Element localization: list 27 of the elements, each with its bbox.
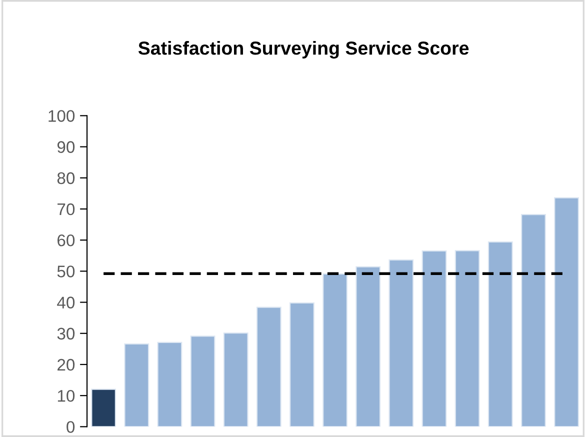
bar	[290, 302, 314, 427]
y-tick-label: 50	[57, 266, 75, 278]
bar	[91, 388, 116, 427]
bar	[554, 197, 579, 427]
y-tick-label: 90	[57, 141, 75, 153]
y-tick-label: 70	[58, 203, 75, 216]
y-tick-label: 100	[48, 110, 75, 122]
bar	[223, 332, 248, 427]
bar	[124, 343, 150, 427]
y-tick-label: 30	[57, 328, 75, 340]
bar	[190, 336, 216, 427]
bar	[388, 259, 414, 427]
bar	[256, 306, 282, 427]
y-tick-label: 20	[58, 358, 75, 371]
bar	[454, 250, 480, 427]
bar	[521, 214, 546, 427]
bar	[356, 266, 381, 427]
chart-title: Satisfaction Surveying Service Score	[138, 41, 469, 59]
y-tick-label: 10	[58, 390, 75, 402]
y-tick-label: 40	[57, 296, 75, 308]
y-tick-label: 80	[57, 172, 75, 184]
y-tick-label: 0	[66, 421, 75, 433]
bar	[322, 273, 348, 427]
y-tick-label: 60	[58, 234, 75, 246]
bar	[422, 250, 447, 427]
bar	[157, 342, 182, 427]
bar	[488, 241, 513, 427]
